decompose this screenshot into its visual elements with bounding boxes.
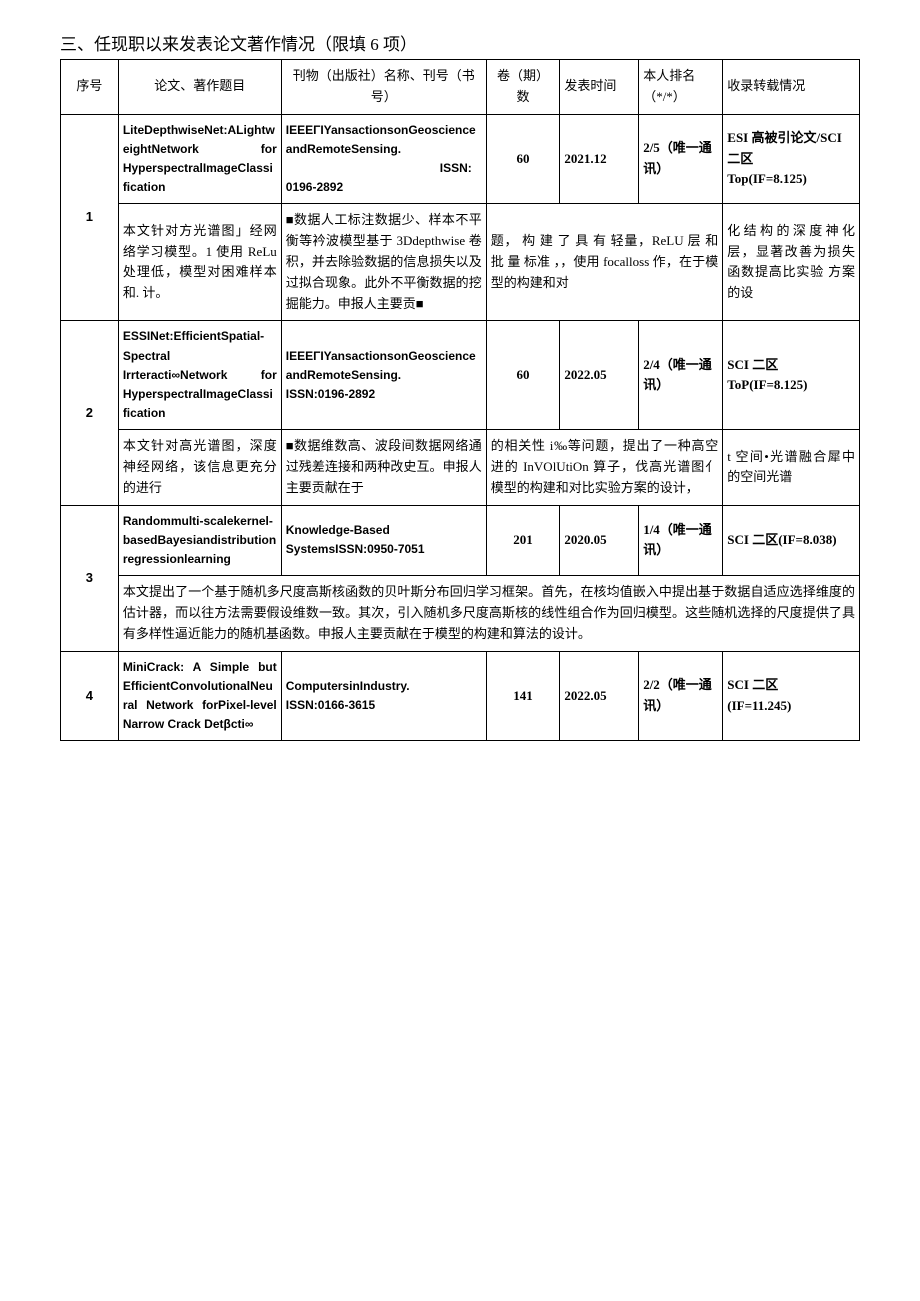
header-index: 收录转载情况 <box>723 60 860 115</box>
date: 2022.05 <box>560 651 639 741</box>
table-row: 1 LiteDepthwiseNet:ALightweightNetwork f… <box>61 114 860 204</box>
header-journal: 刊物（出版社）名称、刊号（书号） <box>281 60 486 115</box>
row-no: 2 <box>61 321 119 505</box>
desc-row: 本文提出了一个基于随机多尺度高斯核函数的贝叶斯分布回归学习框架。首先，在核均值嵌… <box>61 576 860 651</box>
desc-cell: 的相关性 i‰等问题，提出了一种高空进的 InVOlUtiOn 算子，伐高光谱图… <box>486 430 723 505</box>
paper-title: Randommulti-scalekernel-basedBayesiandis… <box>118 505 281 576</box>
journal: ComputersinIndustry. ISSN:0166-3615 <box>281 651 486 741</box>
header-title: 论文、著作题目 <box>118 60 281 115</box>
paper-title: LiteDepthwiseNet:ALightweightNetwork for… <box>118 114 281 204</box>
desc-cell: 化结构的深度神化层，显著改善为损失函数提高比实验 方案的设 <box>723 204 860 321</box>
publications-table: 序号 论文、著作题目 刊物（出版社）名称、刊号（书号） 卷（期）数 发表时间 本… <box>60 59 860 741</box>
journal: IEEEΓIYansactionsonGeoscienceandRemoteSe… <box>281 114 486 204</box>
desc-cell: 本文针对方光谱图」经网络学习模型。1 使用 ReLu 处理低，模型对困难样本和.… <box>118 204 281 321</box>
header-date: 发表时间 <box>560 60 639 115</box>
header-row: 序号 论文、著作题目 刊物（出版社）名称、刊号（书号） 卷（期）数 发表时间 本… <box>61 60 860 115</box>
paper-title: ESSINet:EfficientSpatial- Spectral Irrte… <box>118 321 281 430</box>
table-row: 4 MiniCrack: A Simple but EfficientConvo… <box>61 651 860 741</box>
date: 2022.05 <box>560 321 639 430</box>
header-volume: 卷（期）数 <box>486 60 560 115</box>
desc-cell: 本文针对高光谱图，深度神经网络，该信息更充分的进行 <box>118 430 281 505</box>
table-row: 3 Randommulti-scalekernel-basedBayesiand… <box>61 505 860 576</box>
rank: 1/4（唯一通讯） <box>639 505 723 576</box>
volume: 60 <box>486 321 560 430</box>
date: 2021.12 <box>560 114 639 204</box>
table-row: 2 ESSINet:EfficientSpatial- Spectral Irr… <box>61 321 860 430</box>
index: ESI 高被引论文/SCI 二区 Top(IF=8.125) <box>723 114 860 204</box>
rank: 2/2（唯一通讯） <box>639 651 723 741</box>
paper-title: MiniCrack: A Simple but EfficientConvolu… <box>118 651 281 741</box>
volume: 60 <box>486 114 560 204</box>
journal: IEEEΓIYansactionsonGeoscienceandRemoteSe… <box>281 321 486 430</box>
desc-cell: ■数据维数高、波段间数据网络通过残差连接和两种改史互。申报人主要贡献在于 <box>281 430 486 505</box>
rank: 2/4（唯一通讯） <box>639 321 723 430</box>
row-no: 3 <box>61 505 119 651</box>
desc-row: 本文针对高光谱图，深度神经网络，该信息更充分的进行 ■数据维数高、波段间数据网络… <box>61 430 860 505</box>
desc-cell: ■数据人工标注数据少、样本不平衡等衿波模型基于 3Ddepthwise 卷积，并… <box>281 204 486 321</box>
index: SCI 二区 ToP(IF=8.125) <box>723 321 860 430</box>
index: SCI 二区(IF=8.038) <box>723 505 860 576</box>
header-rank: 本人排名（*/*） <box>639 60 723 115</box>
rank: 2/5（唯一通讯） <box>639 114 723 204</box>
row-no: 1 <box>61 114 119 321</box>
desc-cell: 本文提出了一个基于随机多尺度高斯核函数的贝叶斯分布回归学习框架。首先，在核均值嵌… <box>118 576 859 651</box>
volume: 201 <box>486 505 560 576</box>
journal: Knowledge-Based SystemsISSN:0950-7051 <box>281 505 486 576</box>
index: SCI 二区 (IF=11.245) <box>723 651 860 741</box>
desc-cell: t 空间•光谱融合犀中的空间光谱 <box>723 430 860 505</box>
date: 2020.05 <box>560 505 639 576</box>
row-no: 4 <box>61 651 119 741</box>
volume: 141 <box>486 651 560 741</box>
section-title: 三、任现职以来发表论文著作情况（限填 6 项） <box>60 30 860 55</box>
header-no: 序号 <box>61 60 119 115</box>
desc-row: 本文针对方光谱图」经网络学习模型。1 使用 ReLu 处理低，模型对困难样本和.… <box>61 204 860 321</box>
desc-cell: 题， 构 建 了 具 有 轻量，ReLU 层 和 批 量 标准 ，，使用 foc… <box>486 204 723 321</box>
